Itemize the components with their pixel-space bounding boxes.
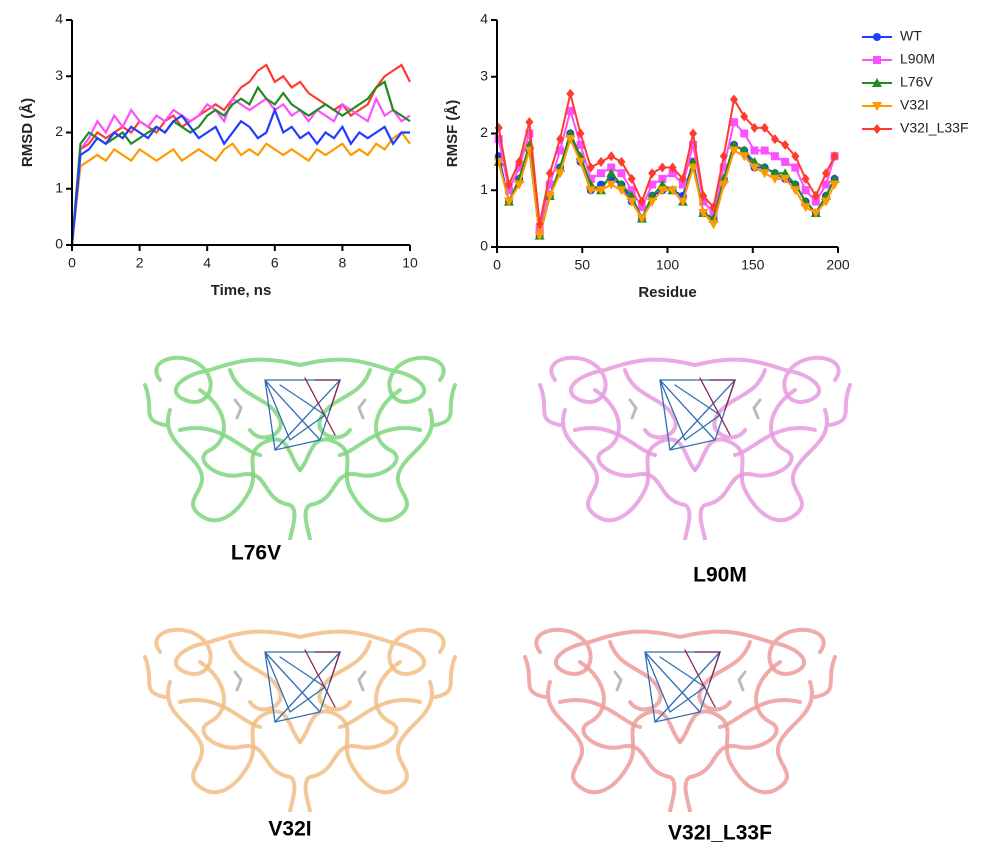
figure: 0 1 2 3 4 0 2 4 6 8 10 Time, ns RMSD (Å) 0 1 2 3 4 0 50 100 1…	[0, 0, 993, 846]
series-line	[72, 82, 410, 245]
point	[606, 181, 616, 190]
series-line	[72, 110, 410, 245]
structure-label: L76V	[231, 542, 281, 565]
legend-label: WT	[900, 28, 922, 44]
y-tick-label: 2	[55, 123, 63, 139]
point	[689, 129, 697, 139]
legend-label: V32I_L33F	[900, 120, 969, 136]
y-tick-label: 3	[480, 67, 488, 83]
y-tick-label: 4	[480, 11, 488, 27]
x-axis-label: Residue	[638, 284, 696, 301]
protein-structure	[525, 630, 835, 812]
line-chart: 0 1 2 3 4 0 2 4 6 8 10 Time, ns RMSD (Å)	[19, 11, 418, 299]
line-chart: 0 1 2 3 4 0 50 100 150 200 Residue RMSF (Å) WT L90M L7…	[444, 11, 969, 301]
x-tick-label: 50	[574, 257, 590, 273]
x-tick-label: 2	[136, 255, 144, 271]
point	[607, 151, 615, 161]
protein-structure	[145, 358, 455, 540]
point	[761, 147, 769, 155]
point	[740, 130, 748, 138]
legend-label: L76V	[900, 74, 933, 90]
x-tick-label: 6	[271, 255, 279, 271]
x-tick-label: 0	[493, 257, 501, 273]
point	[760, 169, 770, 178]
y-tick-label: 3	[55, 67, 63, 83]
point	[597, 169, 605, 177]
point	[617, 169, 625, 177]
point	[801, 203, 811, 212]
series-line	[72, 133, 410, 246]
legend-label: V32I	[900, 97, 929, 113]
point	[566, 89, 574, 99]
structure-label: V32I	[268, 818, 311, 841]
y-tick-label: 2	[480, 124, 488, 140]
point	[750, 147, 758, 155]
legend-marker	[873, 56, 881, 64]
point	[525, 117, 533, 127]
charts: 0 1 2 3 4 0 2 4 6 8 10 Time, ns RMSD (Å) 0 1 2 3 4 0 50 100 1…	[19, 11, 969, 301]
point	[495, 123, 503, 133]
point	[648, 168, 656, 178]
structures: L76V L90M V32I V32I_L33F	[145, 358, 850, 845]
y-tick-label: 0	[480, 238, 488, 254]
x-tick-label: 0	[68, 255, 76, 271]
y-tick-label: 1	[480, 181, 488, 197]
y-tick-label: 4	[55, 11, 63, 27]
x-tick-label: 4	[203, 255, 211, 271]
point	[709, 220, 719, 229]
y-tick-label: 0	[55, 236, 63, 252]
legend-marker	[873, 124, 881, 134]
y-axis-label: RMSF (Å)	[444, 100, 461, 168]
legend-label: L90M	[900, 51, 935, 67]
structure-label: V32I_L33F	[668, 822, 772, 845]
point	[658, 163, 666, 173]
x-tick-label: 150	[741, 257, 765, 273]
protein-structure	[540, 358, 850, 540]
y-tick-label: 1	[55, 179, 63, 195]
point	[802, 186, 810, 194]
legend: WT L90M L76V V32I V32I_L33F	[862, 28, 969, 136]
x-axis-label: Time, ns	[211, 282, 272, 299]
point	[781, 158, 789, 166]
x-tick-label: 100	[656, 257, 680, 273]
point	[771, 152, 779, 160]
structure-label: L90M	[693, 564, 747, 587]
legend-marker	[873, 33, 881, 41]
protein-structure	[145, 630, 455, 812]
x-tick-label: 8	[339, 255, 347, 271]
y-axis-label: RMSD (Å)	[19, 98, 36, 167]
x-tick-label: 200	[826, 257, 850, 273]
x-tick-label: 10	[402, 255, 418, 271]
point	[597, 157, 605, 167]
